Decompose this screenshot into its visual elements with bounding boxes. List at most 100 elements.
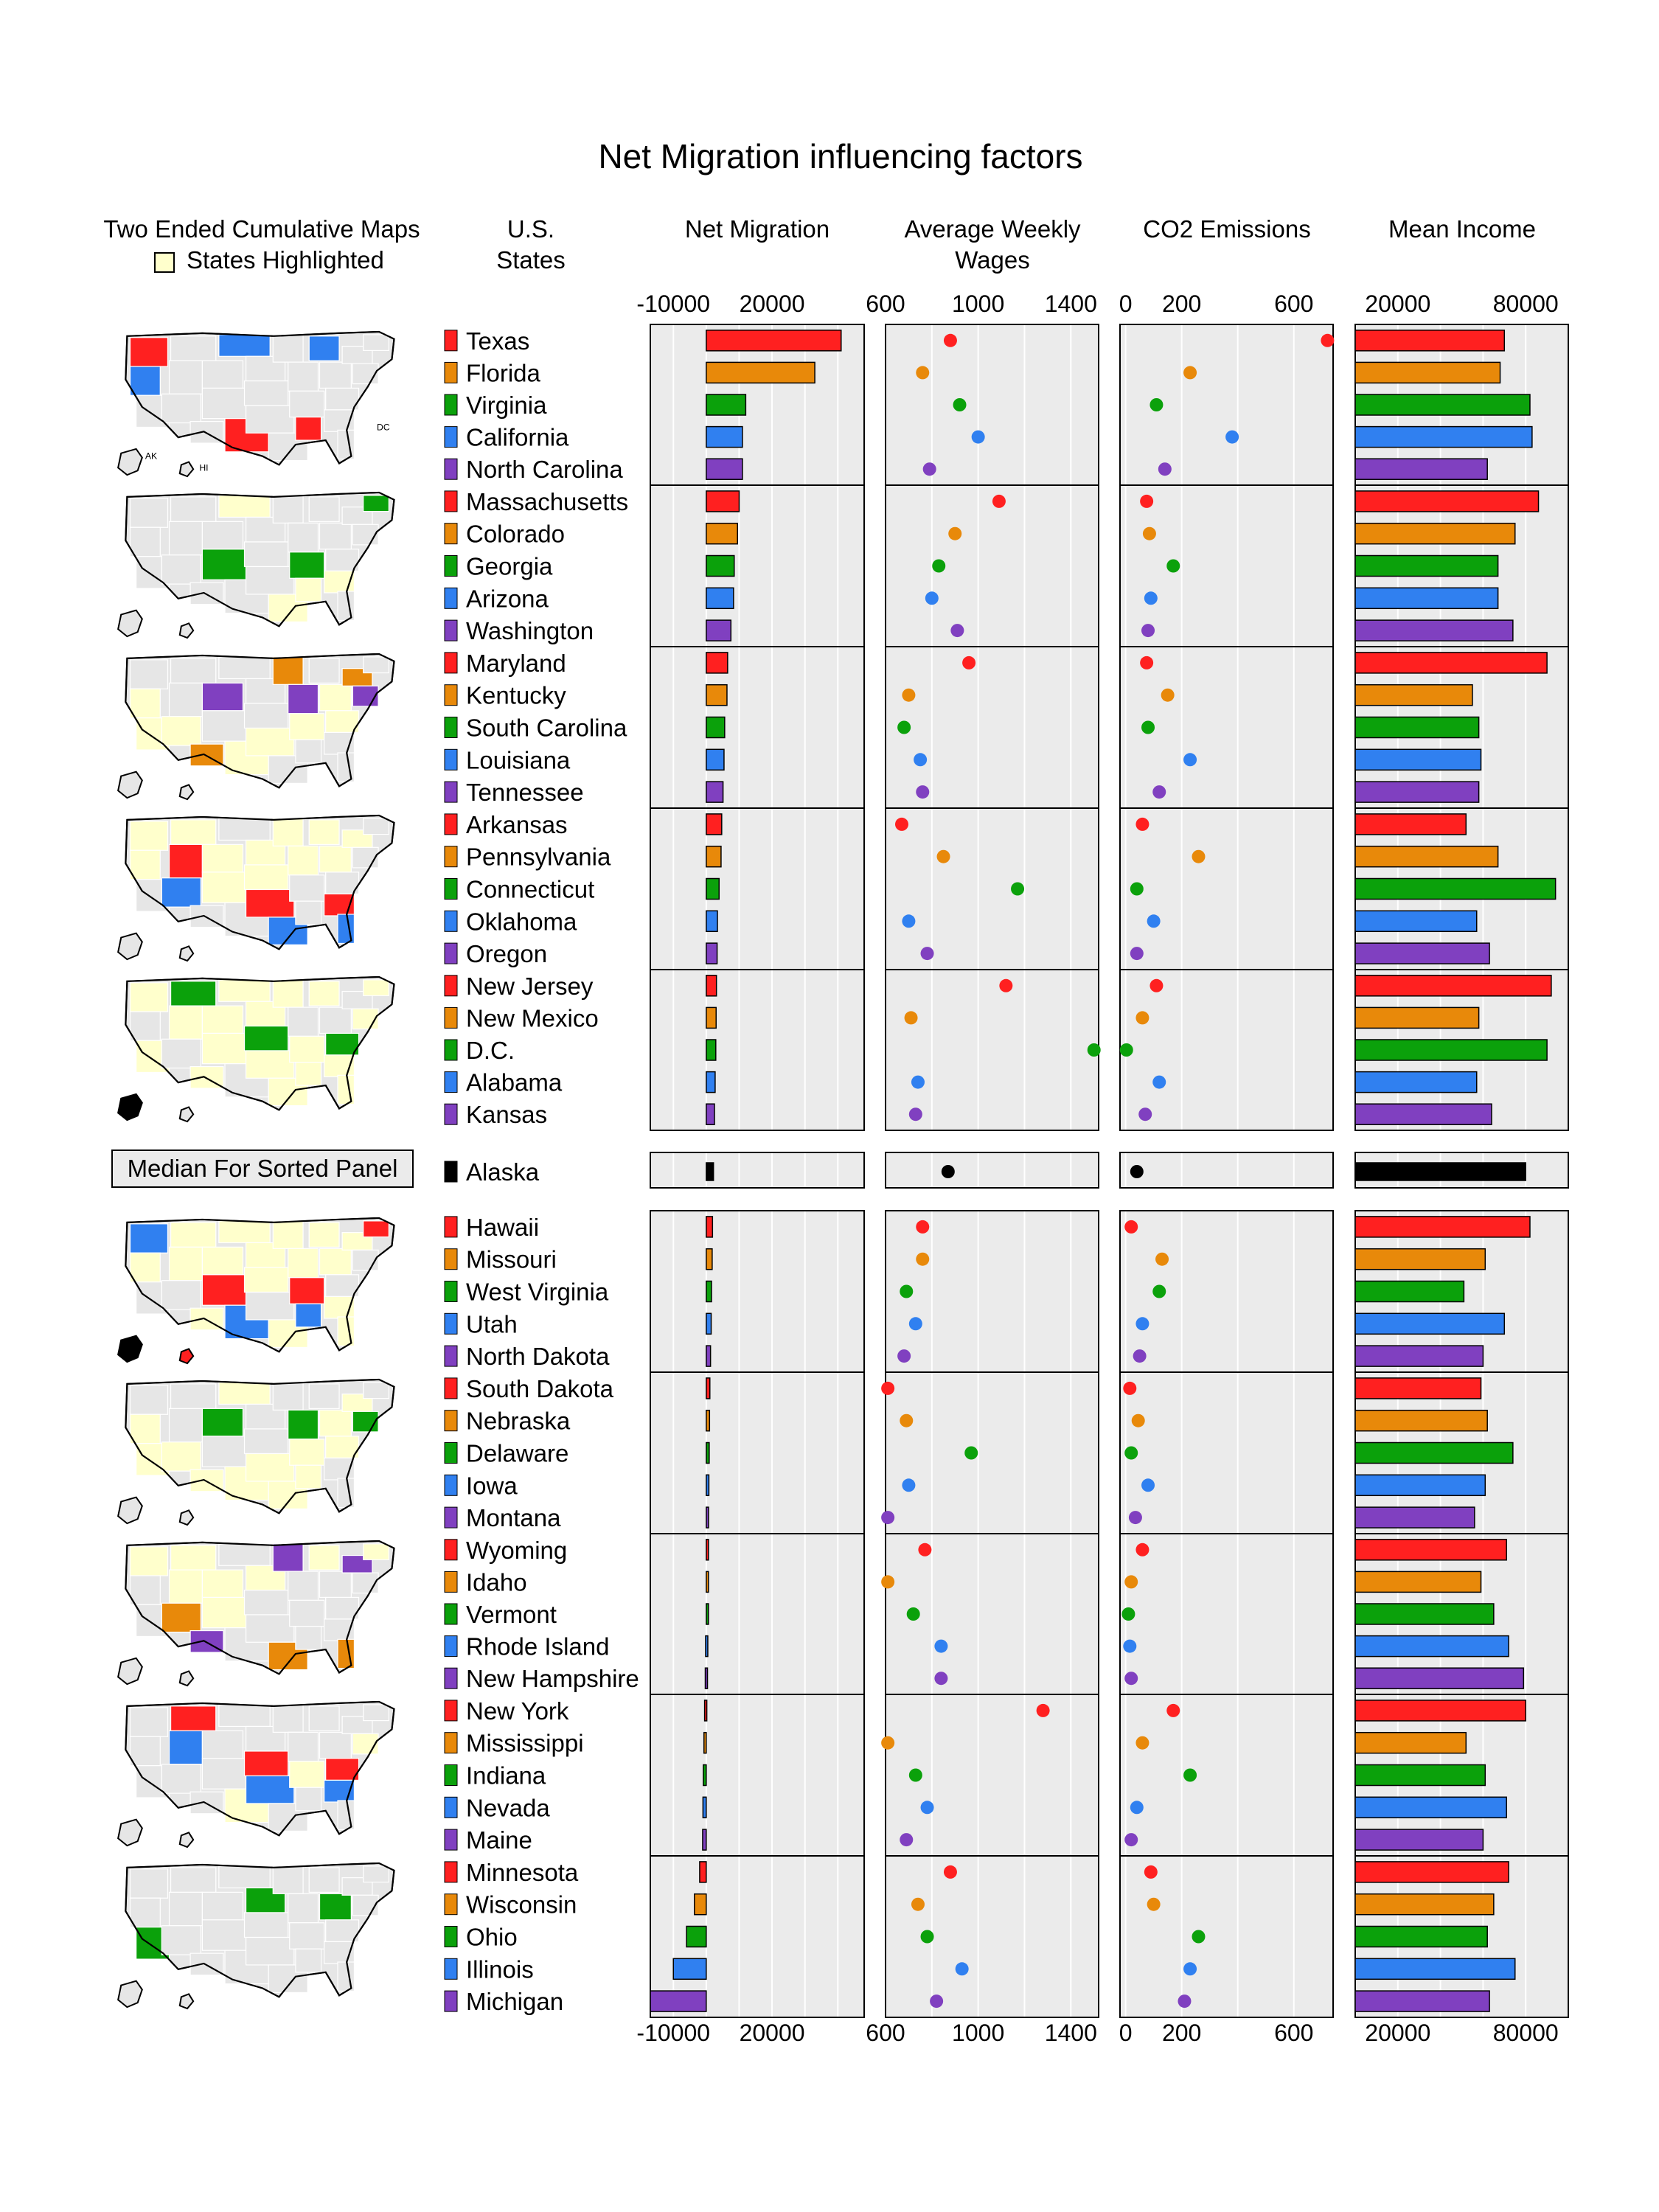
- state-shape: [218, 1543, 271, 1566]
- wages-dot: [992, 494, 1006, 508]
- us-map-5: [117, 975, 395, 1123]
- us-map-9: [117, 1540, 395, 1687]
- income-bar: [1354, 1474, 1486, 1497]
- state-label: Florida: [466, 359, 541, 386]
- state-swatch: [444, 1312, 458, 1335]
- wages-panel-bg: [886, 485, 1099, 647]
- state-shape: [189, 582, 224, 605]
- state-swatch: [444, 1990, 458, 2012]
- income-bar: [1354, 554, 1499, 577]
- alaska-inset: [117, 1496, 143, 1525]
- income-bar: [1354, 1958, 1516, 1980]
- bottom-income-tick-label: 20000: [1365, 2020, 1430, 2046]
- net_migration-panel-bg: [650, 1152, 864, 1188]
- co2-panel-bg: [1120, 1152, 1333, 1188]
- state-swatch: [444, 1039, 458, 1061]
- state-swatch: [444, 394, 458, 416]
- net-migration-bar: [703, 1700, 708, 1722]
- state-swatch: [444, 846, 458, 868]
- wages-panel-border: [885, 1855, 1099, 2018]
- wages-dot: [1011, 882, 1025, 896]
- wages-dot: [943, 333, 957, 347]
- state-shape: [161, 1441, 201, 1472]
- co2-dot: [1225, 430, 1239, 444]
- top-co2-tick-label: 600: [1274, 291, 1313, 317]
- state-swatch: [444, 1006, 458, 1029]
- state-shape: [201, 844, 244, 873]
- co2-dot: [1141, 1478, 1155, 1492]
- top-net_migration-tick-label: 20000: [740, 291, 805, 317]
- co2-panel-bg: [1120, 1372, 1333, 1534]
- wages-panel-bg: [886, 647, 1099, 808]
- state-shape: [170, 1383, 217, 1409]
- state-shape: [288, 845, 319, 876]
- state-shape: [129, 366, 161, 396]
- co2-dot: [1183, 753, 1197, 767]
- bottom-wages-tick-label: 1400: [1045, 2020, 1097, 2046]
- state-shape: [170, 335, 217, 361]
- wages-dot: [881, 1736, 895, 1750]
- state-shape: [243, 1267, 289, 1293]
- income-bar: [1354, 1796, 1507, 1819]
- state-label: Rhode Island: [466, 1633, 609, 1660]
- wages-dot: [962, 655, 976, 669]
- state-shape: [161, 1602, 201, 1633]
- state-swatch: [444, 1071, 458, 1093]
- state-shape: [201, 549, 247, 580]
- map-label-dc: DC: [377, 422, 390, 433]
- alaska-inset: [117, 609, 143, 638]
- top-co2-tick-label: 200: [1162, 291, 1201, 317]
- state-label: New Mexico: [466, 1004, 599, 1032]
- net-migration-bar: [706, 845, 722, 868]
- wages-dot: [916, 785, 930, 799]
- wages-dot: [911, 1897, 925, 1911]
- state-label: Michigan: [466, 1988, 563, 2015]
- tick-labels-layer: -10000-100002000020000600600100010001400…: [636, 291, 1558, 2046]
- co2-dot: [1130, 882, 1144, 896]
- state-shape: [352, 1572, 379, 1594]
- income-bar: [1354, 1635, 1509, 1658]
- chart-title: Net Migration influencing factors: [598, 137, 1082, 175]
- state-shape: [161, 1925, 201, 1955]
- state-shape: [272, 656, 304, 685]
- income-bar: [1354, 1071, 1478, 1093]
- state-shape: [218, 979, 271, 1002]
- state-shape: [243, 864, 289, 891]
- co2-dot: [1183, 366, 1197, 380]
- state-swatch: [444, 1442, 458, 1464]
- bottom-net_migration-tick-label: -10000: [636, 2020, 710, 2046]
- top-income-tick-label: 80000: [1493, 291, 1559, 317]
- co2-panel-bg: [1120, 1694, 1333, 1856]
- state-shape: [168, 682, 204, 717]
- state-shape: [352, 685, 379, 707]
- state-shape: [363, 818, 389, 835]
- co2-dot: [1130, 1165, 1144, 1178]
- state-swatch: [444, 1635, 458, 1658]
- wages-dot: [934, 1672, 948, 1686]
- state-shape: [308, 496, 340, 522]
- state-shape: [201, 872, 247, 903]
- net-migration-bar: [650, 1990, 707, 2012]
- us-border: [125, 1862, 395, 1998]
- income-bar: [1354, 1603, 1495, 1625]
- state-label: South Carolina: [466, 714, 627, 742]
- income-bar: [1354, 1103, 1492, 1125]
- state-shape: [129, 1413, 161, 1444]
- co2-dot: [1124, 1220, 1138, 1234]
- state-label: Kentucky: [466, 682, 566, 709]
- state-shape: [288, 684, 319, 714]
- us-border: [125, 491, 395, 627]
- state-swatch: [444, 1732, 458, 1754]
- state-shape: [319, 1731, 352, 1759]
- state-shape: [272, 818, 304, 846]
- net-migration-bar: [706, 1345, 712, 1367]
- hawaii-inset: [178, 945, 195, 962]
- co2-dot: [1152, 785, 1166, 799]
- highlight-legend-swatch: [154, 252, 175, 273]
- state-shape: [295, 1303, 322, 1328]
- state-label: Utah: [466, 1310, 518, 1338]
- state-shape: [288, 1731, 319, 1762]
- bottom-co2-tick-label: 600: [1274, 2020, 1313, 2046]
- state-swatch: [444, 1700, 458, 1722]
- state-shape: [319, 1006, 352, 1034]
